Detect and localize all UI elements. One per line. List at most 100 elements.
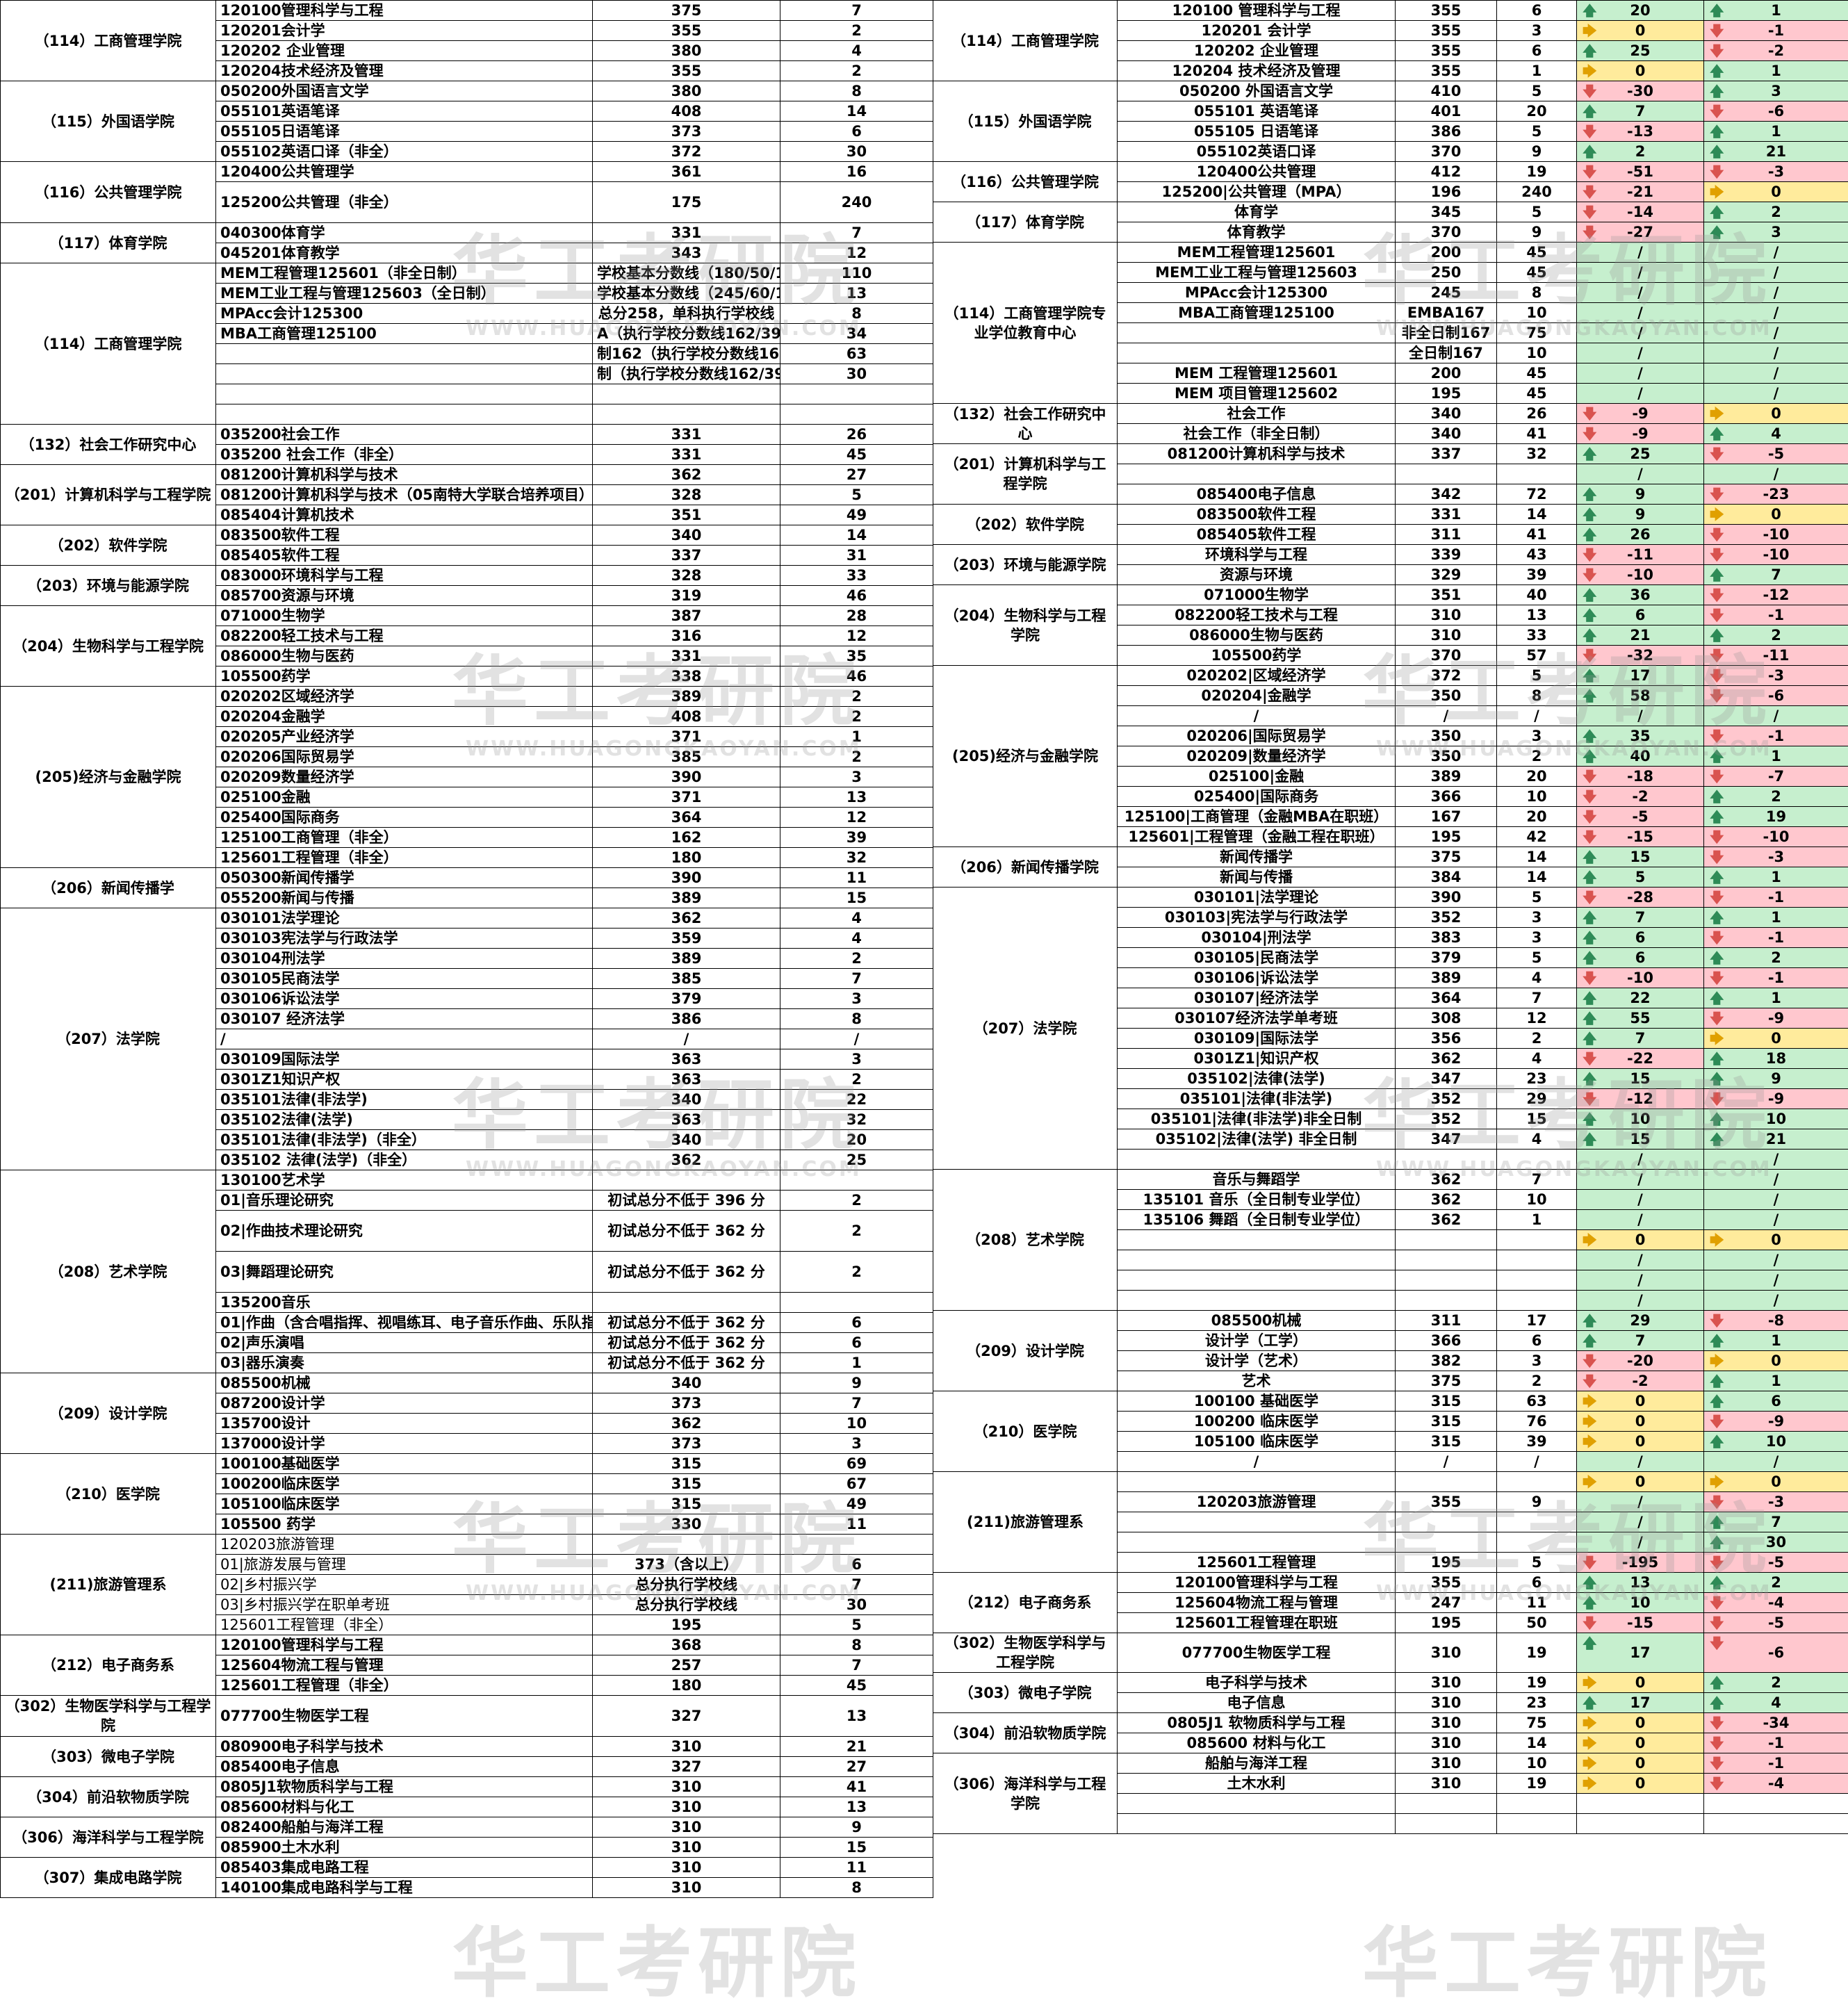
college-name: （201）计算机科学与工程学院 — [933, 444, 1118, 505]
score-line: 315 — [593, 1494, 780, 1514]
enrollment-count: 45 — [1497, 243, 1577, 263]
score-line: 311 — [1396, 1311, 1497, 1331]
change-value: / — [1774, 1190, 1779, 1209]
score-change: 🡅10 — [1577, 1109, 1704, 1129]
change-value: 55 — [1630, 1008, 1650, 1028]
enrollment-count: 23 — [1497, 1069, 1577, 1089]
enrollment-count: 2 — [1497, 1029, 1577, 1049]
major-name: 035102|法律(法学) — [1118, 1069, 1396, 1089]
college-name: （117）体育学院 — [1, 223, 216, 263]
score-line — [1396, 464, 1497, 484]
major-name: 105500 药学 — [216, 1514, 593, 1535]
major-name: 体育学 — [1118, 202, 1396, 222]
score-line: 363 — [593, 1049, 780, 1070]
change-value: -4 — [1768, 1774, 1784, 1793]
score-line: 356 — [1396, 1029, 1497, 1049]
enrollment-count: 4 — [780, 41, 933, 61]
major-name: 设计学（艺术） — [1118, 1351, 1396, 1371]
major-name: 080900电子科学与技术 — [216, 1737, 593, 1757]
change-value: -10 — [1763, 525, 1790, 544]
enrollment-change: / — [1704, 384, 1848, 404]
score-change: 🡅7 — [1577, 101, 1704, 122]
score-line: 343 — [593, 243, 780, 263]
major-name: 030109|国际法学 — [1118, 1029, 1396, 1049]
major-name — [216, 344, 593, 364]
major-name: 085500机械 — [216, 1373, 593, 1393]
arrow-right-icon: 🡆 — [1710, 182, 1724, 202]
score-line: 383 — [1396, 928, 1497, 948]
major-name: 社会工作 — [1118, 404, 1396, 424]
score-line: / — [593, 1029, 780, 1049]
change-value: 1 — [1771, 867, 1781, 887]
change-value: / — [1637, 363, 1643, 383]
arrow-up-icon: 🡅 — [1583, 1029, 1597, 1048]
change-value: / — [1774, 263, 1779, 282]
enrollment-count: 2 — [1497, 1371, 1577, 1391]
score-line: 310 — [1396, 1733, 1497, 1753]
major-name: 081200计算机科学与技术 — [1118, 444, 1396, 464]
change-value: -51 — [1627, 162, 1653, 181]
major-name: 030104刑法学 — [216, 949, 593, 969]
enrollment-count: 110 — [780, 263, 933, 284]
enrollment-change: 🡅1 — [1704, 867, 1848, 888]
enrollment-change: 🡇-8 — [1704, 1311, 1848, 1331]
score-change: 🡇-20 — [1577, 1351, 1704, 1371]
major-name: 055102英语口译 — [1118, 142, 1396, 162]
change-value: 6 — [1771, 1391, 1781, 1411]
score-line: 355 — [1396, 1573, 1497, 1593]
arrow-right-icon: 🡆 — [1583, 1230, 1597, 1250]
change-value: -11 — [1763, 646, 1790, 665]
major-name: 0805J1软物质科学与工程 — [216, 1777, 593, 1797]
change-value: -9 — [1768, 1089, 1784, 1109]
enrollment-change: / — [1704, 1250, 1848, 1270]
enrollment-change: 🡇-4 — [1704, 1593, 1848, 1613]
major-name: 050200外国语言文学 — [216, 81, 593, 101]
score-change: 🡅29 — [1577, 1311, 1704, 1331]
enrollment-count: 19 — [1497, 1673, 1577, 1693]
arrow-down-icon: 🡇 — [1710, 686, 1724, 705]
enrollment-change: 🡇-9 — [1704, 1008, 1848, 1029]
change-value: 20 — [1630, 1, 1650, 20]
enrollment-change: 🡇-5 — [1704, 1613, 1848, 1633]
change-value: -9 — [1768, 1412, 1784, 1431]
change-value: 3 — [1771, 222, 1781, 242]
score-line: 总分执行学校线 — [593, 1595, 780, 1615]
arrow-up-icon: 🡅 — [1583, 505, 1597, 524]
score-line: 342 — [1396, 484, 1497, 505]
enrollment-count: 3 — [1497, 1351, 1577, 1371]
arrow-down-icon: 🡇 — [1710, 1412, 1724, 1431]
enrollment-change — [1704, 1814, 1848, 1834]
arrow-down-icon: 🡇 — [1710, 1633, 1724, 1653]
change-value: 7 — [1635, 1331, 1646, 1350]
score-change: 🡅5 — [1577, 867, 1704, 888]
arrow-right-icon: 🡆 — [1583, 1412, 1597, 1431]
enrollment-change: 🡅7 — [1704, 1512, 1848, 1532]
enrollment-count: 9 — [1497, 1492, 1577, 1512]
enrollment-count: 9 — [780, 1817, 933, 1838]
score-line: 352 — [1396, 1109, 1497, 1129]
enrollment-change: 🡅18 — [1704, 1049, 1848, 1069]
enrollment-change: 🡅1 — [1704, 1331, 1848, 1351]
change-value: / — [1637, 323, 1643, 343]
enrollment-change: 🡇-10 — [1704, 545, 1848, 565]
score-line: 362 — [1396, 1049, 1497, 1069]
enrollment-count: 23 — [1497, 1693, 1577, 1713]
major-name: 020202区域经济学 — [216, 687, 593, 707]
enrollment-change: / — [1704, 1190, 1848, 1210]
major-name: 055101 英语笔译 — [1118, 101, 1396, 122]
enrollment-change: 🡇-2 — [1704, 41, 1848, 61]
enrollment-count: 49 — [780, 1494, 933, 1514]
score-line: 350 — [1396, 746, 1497, 767]
enrollment-change: / — [1704, 1452, 1848, 1472]
arrow-right-icon: 🡆 — [1583, 61, 1597, 81]
major-name — [216, 364, 593, 384]
major-name: 035200 社会工作（非全） — [216, 445, 593, 465]
score-change: / — [1577, 1190, 1704, 1210]
arrow-down-icon: 🡇 — [1710, 444, 1724, 464]
major-name: 艺术 — [1118, 1371, 1396, 1391]
arrow-up-icon: 🡅 — [1710, 61, 1724, 81]
college-name: （114）工商管理学院 — [933, 1, 1118, 81]
